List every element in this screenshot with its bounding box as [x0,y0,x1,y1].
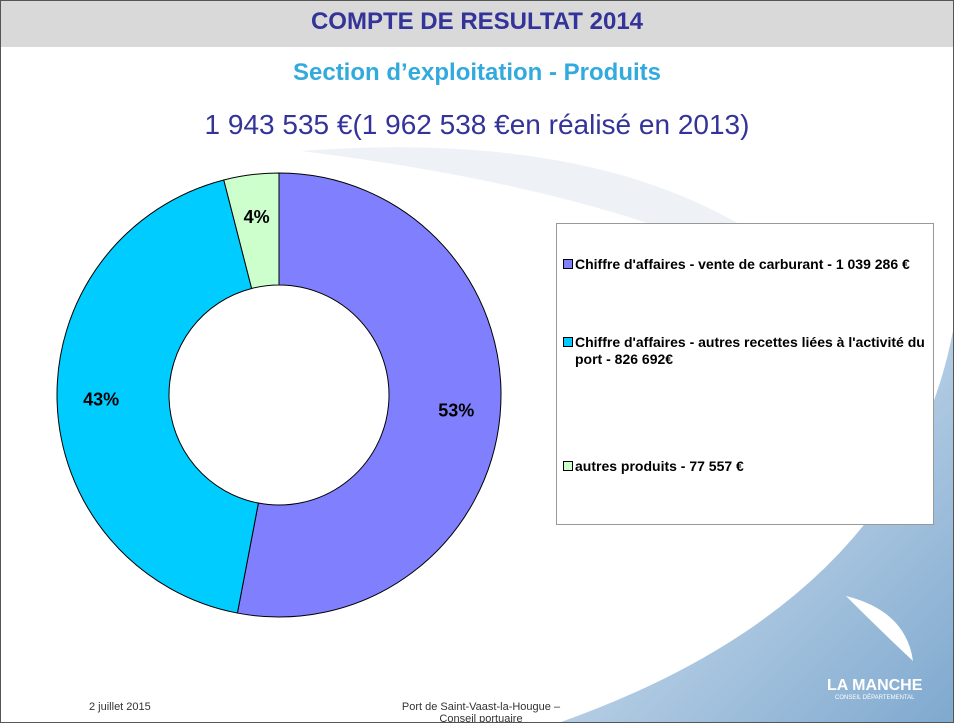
subtitle: Section d’exploitation - Produits [292,59,661,86]
legend-item: autres produits - 77 557 € [563,458,935,475]
legend-swatch [563,337,573,347]
data-label: 43% [83,389,119,409]
title-band [1,1,953,47]
legend: Chiffre d'affaires - vente de carburant … [556,223,934,525]
legend-label: Chiffre d'affaires - autres recettes lié… [575,334,925,367]
legend-swatch [563,461,573,471]
legend-item: Chiffre d'affaires - autres recettes lié… [563,334,935,368]
data-label: 4% [244,207,270,227]
total: 1 943 535 €(1 962 538 €en réalisé en 201… [204,109,750,140]
donut-segment [223,172,280,290]
footer-date: 2 juillet 2015 [89,701,151,713]
legend-item: Chiffre d'affaires - vente de carburant … [563,256,935,273]
logo-name: LA MANCHE [827,677,923,694]
legend-label: autres produits - 77 557 € [575,458,744,474]
logo-mark [846,596,913,661]
legend-swatch [563,259,573,269]
data-label: 53% [438,401,474,421]
donut-segment [56,179,259,614]
donut-segment [236,172,502,618]
logo-tagline: CONSEIL DÉPARTEMENTAL [835,695,915,701]
footer-text: Port de Saint-Vaast-la-Hougue – Conseil … [401,701,561,723]
corner [561,331,953,722]
legend-label: Chiffre d'affaires - vente de carburant … [575,256,910,272]
title: COMPTE DE RESULTAT 2014 [310,8,644,35]
